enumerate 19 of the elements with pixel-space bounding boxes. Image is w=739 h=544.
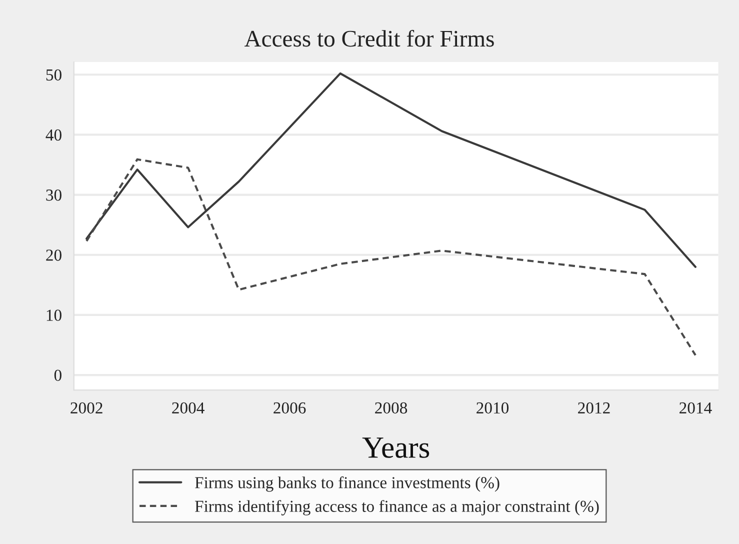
y-tick-label: 30 bbox=[46, 189, 62, 201]
y-tick-label: 40 bbox=[46, 129, 62, 141]
chart-title: Access to Credit for Firms bbox=[244, 30, 494, 47]
legend-label: Firms identifying access to finance as a major constraint (%) bbox=[194, 500, 599, 516]
y-tick-label: 20 bbox=[46, 250, 62, 261]
x-tick-label: 2002 bbox=[70, 402, 102, 414]
y-tick-label: 0 bbox=[54, 370, 62, 381]
x-tick-label: 2012 bbox=[578, 402, 610, 414]
x-tick-label: 2006 bbox=[274, 402, 306, 414]
y-tick-label: 50 bbox=[46, 69, 62, 81]
x-tick-label: 2004 bbox=[172, 402, 204, 414]
x-tick-label: 2008 bbox=[375, 402, 408, 414]
line-series bbox=[86, 158, 697, 356]
y-tick-label: 10 bbox=[46, 310, 62, 321]
line-series bbox=[86, 72, 697, 268]
x-tick-label: 2010 bbox=[476, 402, 509, 414]
legend-label: Firms using banks to finance investments (%) bbox=[194, 476, 500, 492]
x-axis-title: Years bbox=[362, 438, 430, 458]
x-tick-label: 2014 bbox=[680, 402, 712, 414]
